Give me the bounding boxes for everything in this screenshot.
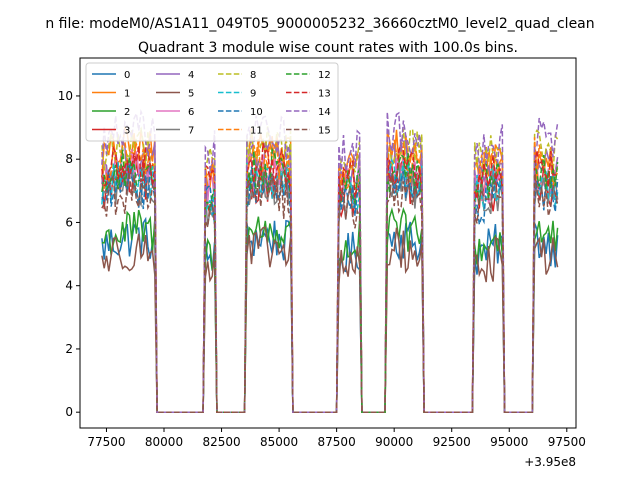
- legend-label-6: 6: [188, 107, 194, 118]
- x-tick-label: 90000: [375, 435, 413, 449]
- legend-label-14: 14: [318, 107, 331, 118]
- legend-label-9: 9: [250, 89, 256, 100]
- x-tick-label: 80000: [145, 435, 183, 449]
- x-tick-label: 77500: [87, 435, 125, 449]
- chart-title: Quadrant 3 module wise count rates with …: [138, 40, 518, 56]
- legend-label-3: 3: [124, 126, 130, 137]
- y-tick-label: 2: [65, 342, 73, 356]
- y-tick-label: 4: [65, 279, 73, 293]
- x-tick-label: 92500: [433, 435, 471, 449]
- y-tick-label: 8: [65, 152, 73, 166]
- legend-label-10: 10: [250, 107, 263, 118]
- x-tick-label: 95000: [490, 435, 528, 449]
- y-axis: 0 2 4 6 8 10: [58, 89, 80, 419]
- x-offset-label: +3.95e8: [524, 455, 576, 469]
- x-axis: 77500 80000 82500 85000 87500 90000 92500 95000…: [87, 428, 586, 449]
- legend-label-7: 7: [188, 126, 194, 137]
- legend-label-5: 5: [188, 89, 194, 100]
- series-line-13: [101, 141, 559, 413]
- x-tick-label: 97500: [548, 435, 586, 449]
- legend-label-4: 4: [188, 70, 194, 81]
- x-tick-label: 85000: [260, 435, 298, 449]
- legend-label-13: 13: [318, 89, 331, 100]
- series-line-2: [101, 206, 559, 413]
- x-tick-label: 87500: [318, 435, 356, 449]
- y-tick-label: 10: [58, 89, 73, 103]
- legend-label-12: 12: [318, 70, 331, 81]
- y-tick-label: 6: [65, 215, 73, 229]
- axes-frame: [79, 57, 577, 429]
- legend-label-0: 0: [124, 70, 130, 81]
- legend-label-8: 8: [250, 70, 256, 81]
- legend-label-1: 1: [124, 89, 130, 100]
- chart-suptitle: n file: modeM0/AS1A11_049T05_9000005232_…: [45, 16, 594, 32]
- x-tick-label: 82500: [202, 435, 240, 449]
- plot-area: [101, 108, 559, 413]
- y-tick-label: 0: [65, 405, 73, 419]
- series-line-12: [101, 147, 559, 413]
- series-line-15: [101, 172, 559, 413]
- legend-label-15: 15: [318, 126, 331, 137]
- legend-label-2: 2: [124, 107, 130, 118]
- legend-box: [85, 62, 339, 142]
- legend-label-11: 11: [250, 126, 263, 137]
- series-line-5: [101, 226, 559, 413]
